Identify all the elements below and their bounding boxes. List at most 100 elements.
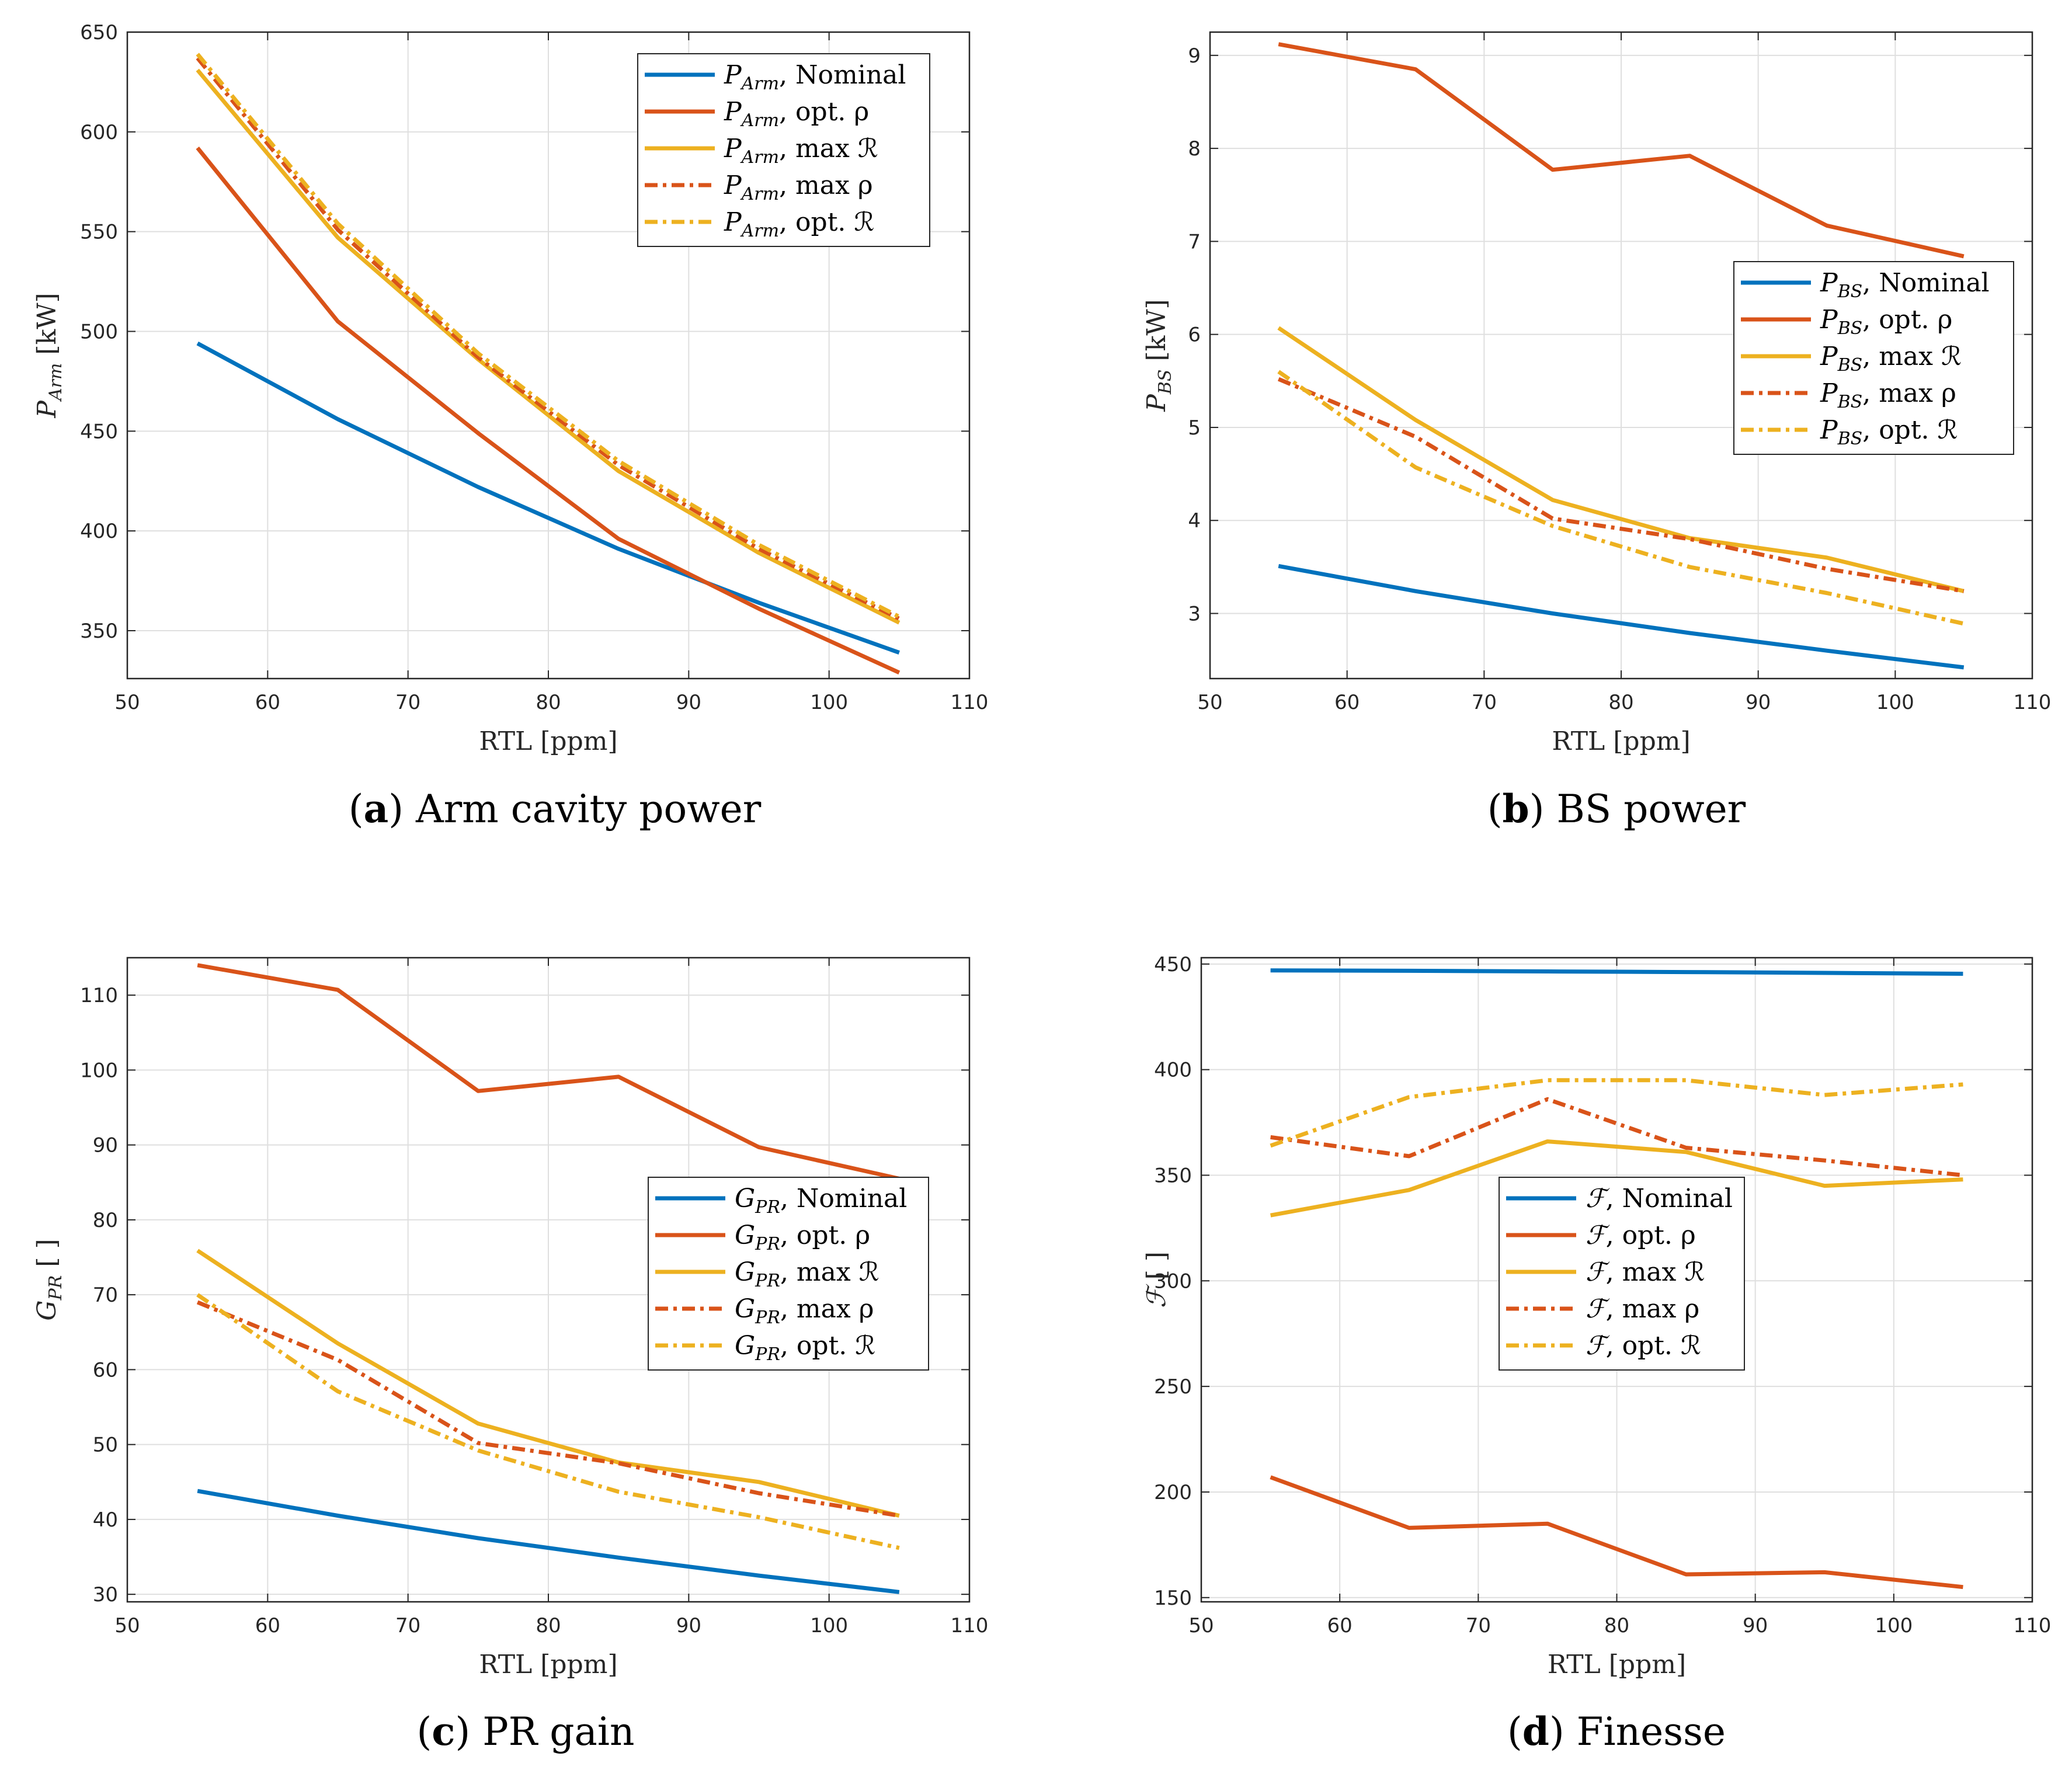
y-axis-subscript: PR — [46, 1275, 66, 1301]
y-tick-label: 50 — [93, 1434, 118, 1457]
series-line-1 — [196, 146, 901, 674]
y-tick-label: 6 — [1188, 324, 1201, 347]
y-axis-label: PArm [kW] — [32, 293, 66, 418]
caption-text: PR gain — [482, 1709, 634, 1754]
legend-symbol: G — [735, 1294, 755, 1324]
y-tick-label: 500 — [80, 321, 118, 344]
series-line-4 — [1277, 370, 1965, 626]
y-axis-label: ℱ [ ] — [1142, 1251, 1171, 1308]
x-tick-label: 90 — [676, 1614, 701, 1637]
legend-symbol: P — [724, 207, 742, 237]
chart-panel-c: 50 60 70 80 90 100 110 30 40 50 60 70 80 90 100 110 RTL … — [32, 957, 988, 1754]
legend-symbol: G — [735, 1184, 755, 1213]
caption-letter: c — [432, 1709, 455, 1754]
legend-entry-3: PBS, max ρ — [1820, 378, 1956, 412]
x-tick-label: 90 — [1746, 691, 1771, 714]
legend-subscript: Arm — [740, 147, 779, 168]
legend-entry-3: PArm, max ρ — [724, 171, 873, 204]
series-line-4 — [196, 1293, 900, 1550]
series-line-1 — [197, 963, 900, 1181]
legend-entry-2: PArm, max ℛ — [724, 134, 878, 168]
legend-suffix: , max ρ — [779, 171, 873, 200]
series-line-0 — [197, 1489, 900, 1594]
legend-suffix: , Nominal — [780, 1184, 907, 1213]
caption-text: Finesse — [1577, 1709, 1726, 1754]
caption-paren-close: ) — [1529, 787, 1557, 832]
x-tick-label: 100 — [1875, 1614, 1913, 1637]
caption-paren-close: ) — [455, 1709, 482, 1754]
series-line-1 — [1278, 42, 1965, 259]
legend-suffix: , opt. ℛ — [779, 207, 874, 237]
legend-suffix: , opt. ρ — [1862, 305, 1952, 335]
x-tick-label: 110 — [951, 691, 989, 714]
legend-subscript: BS — [1837, 429, 1863, 449]
legend-suffix: , Nominal — [1862, 268, 1989, 298]
legend-entry-4: ℱ, opt. ℛ — [1586, 1331, 1701, 1361]
legend-entry-2: GPR, max ℛ — [735, 1257, 879, 1291]
x-tick-label: 100 — [1876, 691, 1914, 714]
caption-paren-open: ( — [1487, 787, 1503, 832]
y-tick-label: 40 — [93, 1508, 118, 1532]
x-tick-label: 110 — [2014, 691, 2052, 714]
legend-entry-0: PBS, Nominal — [1820, 268, 1990, 302]
x-tick-label: 60 — [255, 1614, 280, 1637]
caption-letter: d — [1522, 1709, 1549, 1754]
series-line-2 — [1277, 326, 1965, 593]
y-tick-label: 9 — [1188, 44, 1201, 68]
x-axis-label: RTL [ppm] — [479, 1650, 617, 1679]
caption-paren-open: ( — [1507, 1709, 1522, 1754]
legend-suffix: , max ℛ — [780, 1257, 879, 1287]
x-tick-label: 50 — [1188, 1614, 1214, 1637]
series-line-2 — [196, 1249, 900, 1518]
x-tick-label: 80 — [1604, 1614, 1629, 1637]
legend-suffix: , Nominal — [779, 60, 906, 90]
caption-paren-open: ( — [349, 787, 364, 832]
legend-entry-4: PArm, opt. ℛ — [724, 207, 874, 241]
y-tick-label: 80 — [93, 1209, 118, 1232]
y-tick-label: 400 — [1154, 1059, 1192, 1082]
y-tick-label: 5 — [1188, 416, 1201, 440]
series-line-2 — [1270, 1139, 1963, 1218]
x-tick-label: 70 — [395, 1614, 420, 1637]
x-tick-label: 100 — [810, 691, 848, 714]
x-axis-label: RTL [ppm] — [1552, 726, 1690, 756]
y-tick-label: 300 — [1154, 1270, 1192, 1293]
legend-subscript: PR — [755, 1271, 780, 1291]
panel-caption: (a) Arm cavity power — [349, 786, 762, 832]
legend-entry-3: GPR, max ρ — [735, 1294, 874, 1328]
legend-suffix: , max ρ — [780, 1294, 874, 1324]
y-tick-label: 110 — [80, 984, 118, 1007]
y-axis-label: GPR [ ] — [32, 1239, 66, 1320]
legend-suffix: , opt. ℛ — [1606, 1331, 1701, 1361]
legend-entry-2: PBS, max ℛ — [1820, 342, 1962, 375]
panel-caption: (d) Finesse — [1507, 1709, 1726, 1754]
x-axis-label: RTL [ppm] — [1548, 1650, 1686, 1679]
x-tick-label: 70 — [1472, 691, 1497, 714]
caption-paren-open: ( — [417, 1709, 432, 1754]
legend-entry-1: PBS, opt. ρ — [1820, 305, 1952, 339]
y-axis-label: PBS [kW] — [1142, 299, 1176, 412]
y-axis-unit: [kW] — [1142, 299, 1171, 369]
legend-suffix: , max ρ — [1862, 378, 1956, 408]
caption-text: Arm cavity power — [415, 787, 762, 832]
legend-subscript: Arm — [740, 110, 779, 131]
x-tick-label: 60 — [1327, 1614, 1353, 1637]
caption-letter: b — [1503, 786, 1529, 832]
caption-text: BS power — [1556, 787, 1746, 832]
legend-subscript: BS — [1837, 318, 1863, 339]
y-axis-subscript: Arm — [46, 363, 66, 402]
legend-symbol: G — [735, 1331, 755, 1361]
y-tick-label: 200 — [1154, 1481, 1192, 1504]
legend-suffix: , opt. ρ — [779, 97, 869, 127]
legend-symbol: P — [724, 97, 742, 127]
legend-subscript: Arm — [740, 74, 779, 94]
x-tick-label: 80 — [536, 1614, 561, 1637]
y-tick-label: 250 — [1154, 1375, 1192, 1399]
legend-subscript: BS — [1837, 281, 1863, 302]
x-tick-label: 100 — [810, 1614, 848, 1637]
